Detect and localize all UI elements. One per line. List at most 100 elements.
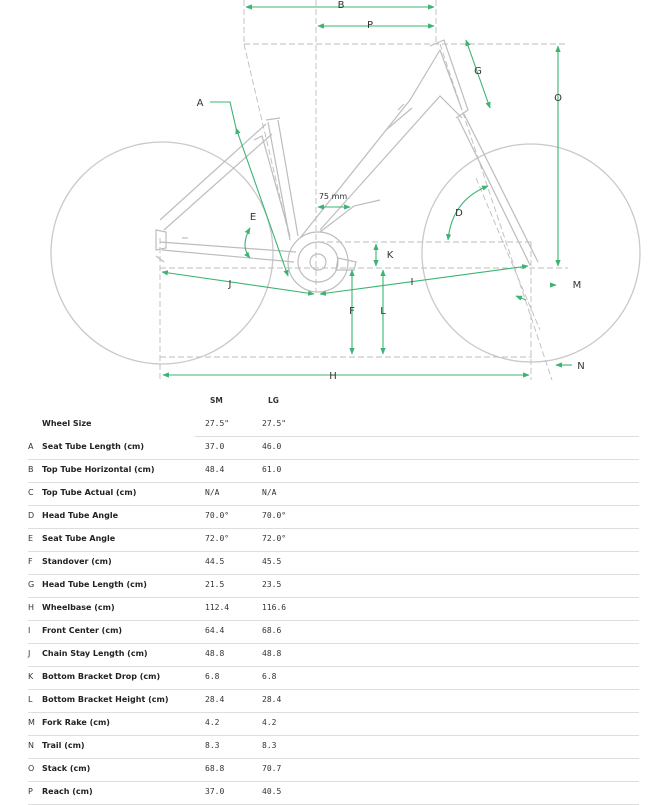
row-letter: P — [28, 787, 33, 796]
row-divider — [28, 689, 639, 690]
row-value-sm: N/A — [205, 488, 220, 497]
table-row: I Front Center (cm) 64.4 68.6 — [0, 621, 655, 644]
row-value-sm: 4.2 — [205, 718, 220, 727]
table-row: C Top Tube Actual (cm) N/A N/A — [0, 483, 655, 506]
table-row: K Bottom Bracket Drop (cm) 6.8 6.8 — [0, 667, 655, 690]
row-letter: D — [28, 511, 35, 520]
row-value-sm: 6.8 — [205, 672, 220, 681]
row-name: Head Tube Length (cm) — [42, 580, 147, 589]
row-letter: B — [28, 465, 34, 474]
row-value-lg: 68.6 — [262, 626, 282, 635]
row-letter: J — [28, 649, 31, 658]
row-letter: H — [28, 603, 35, 612]
row-divider — [28, 712, 639, 713]
row-value-sm: 21.5 — [205, 580, 225, 589]
row-divider — [28, 758, 639, 759]
row-name: Fork Rake (cm) — [42, 718, 110, 727]
row-name: Chain Stay Length (cm) — [42, 649, 148, 658]
row-value-lg: 6.8 — [262, 672, 277, 681]
table-row: P Reach (cm) 37.0 40.5 — [0, 782, 655, 805]
row-letter: O — [28, 764, 35, 773]
row-divider — [28, 666, 639, 667]
row-divider — [28, 482, 639, 483]
dim-label-m: M — [573, 280, 582, 291]
dim-label-o: O — [554, 93, 562, 104]
dim-label-i: I — [411, 277, 414, 288]
row-name: Top Tube Horizontal (cm) — [42, 465, 155, 474]
row-value-lg: 48.8 — [262, 649, 282, 658]
table-row: D Head Tube Angle 70.0° 70.0° — [0, 506, 655, 529]
row-value-lg: N/A — [262, 488, 277, 497]
row-value-sm: 37.0 — [205, 442, 225, 451]
dim-label-p: P — [367, 20, 373, 31]
row-letter: C — [28, 488, 34, 497]
table-row: Wheel Size 27.5" 27.5" — [0, 414, 655, 437]
row-letter: K — [28, 672, 34, 681]
row-name: Front Center (cm) — [42, 626, 123, 635]
rear-wheel — [50, 141, 274, 365]
row-letter: I — [28, 626, 31, 635]
row-name: Reach (cm) — [42, 787, 93, 796]
row-letter: N — [28, 741, 34, 750]
row-name: Bottom Bracket Drop (cm) — [42, 672, 161, 681]
row-letter: E — [28, 534, 34, 543]
row-value-sm: 112.4 — [205, 603, 230, 612]
dimension-lines — [161, 4, 572, 378]
row-divider — [28, 528, 639, 529]
row-letter: G — [28, 580, 35, 589]
row-divider — [28, 620, 639, 621]
row-value-sm: 48.8 — [205, 649, 225, 658]
table-row: O Stack (cm) 68.8 70.7 — [0, 759, 655, 782]
row-value-lg: 70.7 — [262, 764, 282, 773]
dim-label-f: F — [349, 306, 355, 317]
row-value-sm: 27.5" — [205, 419, 230, 428]
dim-label-j: J — [228, 279, 232, 290]
row-letter: F — [28, 557, 33, 566]
row-divider — [28, 459, 639, 460]
row-value-lg: 72.0° — [262, 534, 287, 543]
row-name: Seat Tube Angle — [42, 534, 116, 543]
row-value-sm: 68.8 — [205, 764, 225, 773]
bike-frame — [155, 39, 539, 293]
row-value-sm: 37.0 — [205, 787, 225, 796]
row-divider — [28, 735, 639, 736]
row-name: Stack (cm) — [42, 764, 91, 773]
table-row: G Head Tube Length (cm) 21.5 23.5 — [0, 575, 655, 598]
row-letter: M — [28, 718, 35, 727]
row-name: Trail (cm) — [42, 741, 85, 750]
row-value-lg: 8.3 — [262, 741, 277, 750]
row-value-lg: 46.0 — [262, 442, 282, 451]
row-divider — [195, 436, 639, 437]
row-value-lg: 45.5 — [262, 557, 282, 566]
table-row: F Standover (cm) 44.5 45.5 — [0, 552, 655, 575]
row-value-sm: 70.0° — [205, 511, 230, 520]
row-divider — [28, 781, 639, 782]
row-value-sm: 28.4 — [205, 695, 225, 704]
row-name: Wheelbase (cm) — [42, 603, 115, 612]
row-divider — [28, 574, 639, 575]
row-value-lg: 23.5 — [262, 580, 282, 589]
table-row: H Wheelbase (cm) 112.4 116.6 — [0, 598, 655, 621]
row-divider — [28, 551, 639, 552]
bb-offset-label: 75 mm — [319, 192, 348, 201]
row-name: Standover (cm) — [42, 557, 112, 566]
table-row: A Seat Tube Length (cm) 37.0 46.0 — [0, 437, 655, 460]
table-row: J Chain Stay Length (cm) 48.8 48.8 — [0, 644, 655, 667]
table-row: M Fork Rake (cm) 4.2 4.2 — [0, 713, 655, 736]
row-name: Top Tube Actual (cm) — [42, 488, 137, 497]
col-header-lg: LG — [268, 396, 279, 405]
row-value-lg: 116.6 — [262, 603, 287, 612]
dim-label-b: B — [338, 0, 345, 11]
row-value-lg: 40.5 — [262, 787, 282, 796]
dim-label-d: D — [455, 208, 463, 219]
row-divider — [28, 505, 639, 506]
dim-label-n: N — [577, 361, 584, 372]
dim-label-e: E — [250, 212, 256, 223]
row-letter: L — [28, 695, 33, 704]
row-value-lg: 61.0 — [262, 465, 282, 474]
row-value-sm: 44.5 — [205, 557, 225, 566]
dim-label-g: G — [474, 66, 482, 77]
reference-lines — [159, 0, 568, 381]
row-name: Head Tube Angle — [42, 511, 119, 520]
bike-geometry-diagram: B P G O A D E 75 mm K J I M F L H N — [50, 0, 641, 382]
